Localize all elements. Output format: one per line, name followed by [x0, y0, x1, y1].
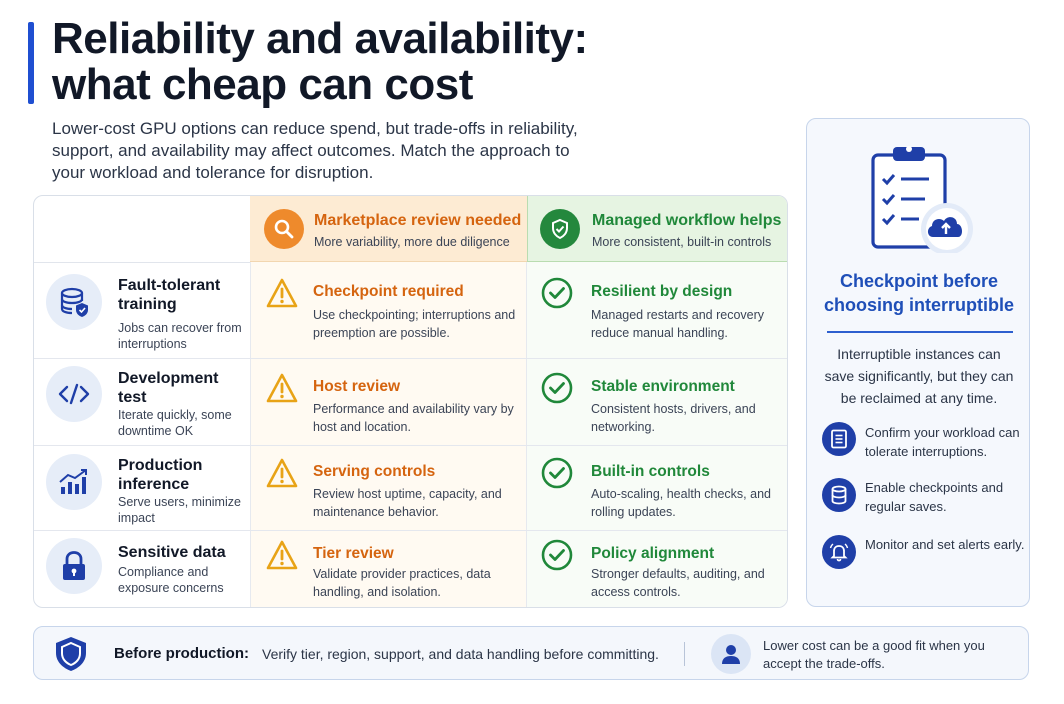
market-title-tier: Tier review	[313, 545, 394, 562]
market-desc-host-review: Performance and availability vary by hos…	[313, 402, 514, 434]
managed-desc-policy: Stronger defaults, auditing, and access …	[591, 567, 765, 599]
managed-desc-builtin: Auto-scaling, health checks, and rolling…	[591, 487, 771, 519]
footer-note: Lower cost can be a good fit when you ac…	[763, 638, 985, 671]
alert-bell-icon	[822, 535, 856, 569]
managed-desc-stable: Consistent hosts, drivers, and networkin…	[591, 402, 756, 434]
row-title-development: Development test	[118, 370, 219, 406]
chart-growth-icon	[46, 454, 102, 510]
footer-text: Verify tier, region, support, and data h…	[262, 646, 659, 662]
market-desc-tier: Validate provider practices, data handli…	[313, 567, 491, 599]
market-title-checkpoint: Checkpoint required	[313, 283, 464, 300]
managed-subtitle: More consistent, built-in controls	[592, 235, 772, 249]
checkpoint-panel: Checkpoint before choosing interruptible…	[806, 118, 1030, 607]
warning-icon	[265, 456, 299, 490]
row-divider	[34, 530, 787, 531]
warning-icon	[265, 276, 299, 310]
database-icon	[822, 478, 856, 512]
check-circle-icon	[540, 538, 574, 572]
managed-desc-resilient: Managed restarts and recovery reduce man…	[591, 308, 765, 340]
check-circle-icon	[540, 456, 574, 490]
managed-title-stable: Stable environment	[591, 378, 735, 395]
intro-text: Lower-cost GPU options can reduce spend,…	[52, 119, 578, 182]
database-shield-icon	[46, 274, 102, 330]
marketplace-subtitle: More variability, more due diligence	[314, 235, 510, 249]
row-divider	[34, 445, 787, 446]
marketplace-header: Marketplace review needed More variabili…	[250, 196, 527, 262]
footer-divider	[684, 642, 685, 666]
managed-header: Managed workflow helps More consistent, …	[527, 196, 787, 262]
title-line-1: Reliability and availability:	[52, 14, 588, 63]
managed-title: Managed workflow helps	[592, 212, 782, 229]
market-title-host-review: Host review	[313, 378, 401, 395]
managed-title-policy: Policy alignment	[591, 545, 715, 562]
page-title: Reliability and availability: what cheap…	[52, 16, 752, 108]
row-title-sensitive: Sensitive data	[118, 544, 226, 561]
row-title-production: Production inference	[118, 457, 203, 493]
row-divider	[34, 358, 787, 359]
market-desc-serving: Review host uptime, capacity, and mainte…	[313, 487, 502, 519]
managed-title-resilient: Resilient by design	[591, 283, 733, 300]
check-circle-icon	[540, 276, 574, 310]
row-desc-production: Serve users, minimize impact	[118, 495, 241, 525]
row-desc-sensitive: Compliance and exposure concerns	[118, 565, 224, 595]
panel-item-text: Monitor and set alerts early.	[865, 537, 1025, 552]
row-title-fault-tolerant: Fault-tolerant training	[118, 277, 221, 313]
user-icon	[711, 634, 751, 674]
code-icon	[46, 366, 102, 422]
title-line-2: what cheap can cost	[52, 60, 473, 109]
marketplace-title: Marketplace review needed	[314, 212, 522, 229]
managed-title-builtin: Built-in controls	[591, 463, 710, 480]
panel-body: Interruptible instances can save signifi…	[824, 346, 1014, 406]
warning-icon	[265, 538, 299, 572]
list-icon	[822, 422, 856, 456]
footer-bar: Before production: Verify tier, region, …	[33, 626, 1029, 680]
lock-icon	[46, 538, 102, 594]
managed-column	[527, 196, 787, 607]
market-desc-checkpoint: Use checkpointing; interruptions and pre…	[313, 308, 516, 340]
panel-item-text: Confirm your workload can tolerate inter…	[865, 425, 1020, 459]
panel-title: Checkpoint before choosing interruptible	[823, 271, 1014, 315]
clipboard-cloud-icon	[867, 141, 977, 255]
shield-check-icon	[540, 209, 580, 249]
panel-divider	[827, 331, 1013, 333]
panel-item-text: Enable checkpoints and regular saves.	[865, 480, 1004, 514]
footer-label: Before production:	[114, 645, 249, 662]
row-desc-fault-tolerant: Jobs can recover from interruptions	[118, 321, 242, 351]
warning-icon	[265, 371, 299, 405]
title-accent-bar	[28, 22, 34, 104]
market-title-serving: Serving controls	[313, 463, 436, 480]
shield-icon	[52, 635, 90, 673]
row-desc-development: Iterate quickly, some downtime OK	[118, 408, 232, 438]
header-divider	[34, 262, 250, 263]
comparison-table: Marketplace review needed More variabili…	[33, 195, 788, 608]
check-circle-icon	[540, 371, 574, 405]
search-icon	[264, 209, 304, 249]
